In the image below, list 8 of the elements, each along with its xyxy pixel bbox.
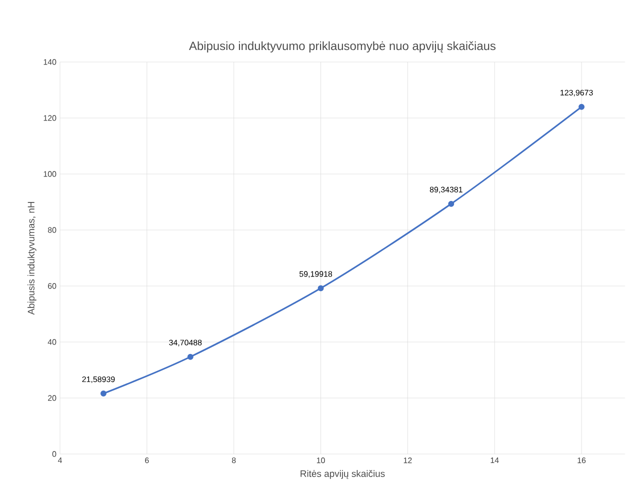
chart-title: Abipusio induktyvumo priklausomybė nuo apvijų skaičiaus — [189, 41, 496, 52]
x-axis-title: Ritės apvijų skaičius — [300, 470, 385, 479]
point — [187, 354, 194, 360]
point — [100, 390, 106, 397]
point — [578, 104, 585, 110]
point — [318, 285, 324, 292]
y-axis-title: Abipusis induktyvumas, nH — [28, 202, 36, 315]
point — [448, 200, 454, 207]
